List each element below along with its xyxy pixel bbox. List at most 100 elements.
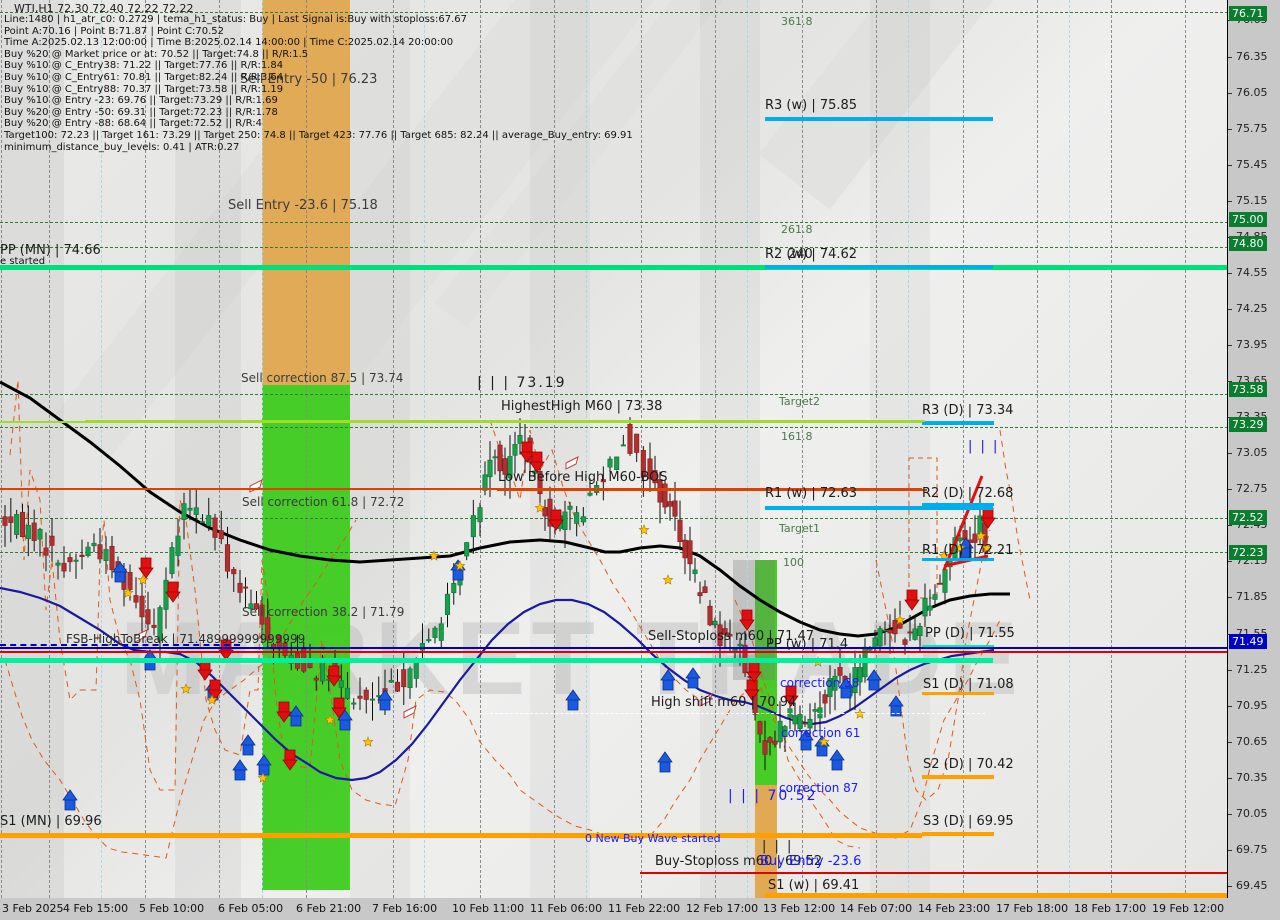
price-tick-label: 69.45 (1236, 878, 1268, 892)
vgrid (876, 0, 877, 898)
price-tick-label: 70.65 (1236, 734, 1268, 748)
info-line: Point A:70.16 | Point B:71.87 | Point C:… (4, 25, 224, 37)
label-r1-w: R1 (w) | 72.63 (765, 486, 858, 501)
info-line: Buy %20 @ Entry -50: 69.31 || Target:72.… (4, 106, 278, 118)
price-tick-label: 75.75 (1236, 121, 1268, 135)
price-tick-mark (1228, 813, 1232, 815)
vgrid (586, 0, 587, 898)
price-tick-label: 70.35 (1236, 770, 1268, 784)
price-tick-label: 71.85 (1236, 590, 1268, 604)
price-axis[interactable]: 76.6576.3576.0575.7575.4575.1574.8574.55… (1227, 0, 1280, 898)
level-line-r3-d (922, 421, 994, 425)
time-tick-label: 6 Feb 21:00 (296, 902, 362, 915)
label-point-7319: | | | 73.19 (477, 375, 567, 391)
label-s1-mn: S1 (MN) | 69.96 (0, 814, 102, 829)
vgrid (424, 0, 425, 898)
price-tick-mark (1228, 92, 1232, 94)
level-line-low-before-high (497, 489, 927, 491)
info-line: Line:1480 | h1_atr_c0: 0.2729 | tema_h1_… (4, 14, 467, 25)
price-tick-mark (1228, 597, 1232, 599)
vgrid (393, 0, 394, 898)
time-tick-label: 4 Feb 15:00 (63, 902, 129, 915)
label-target2: Target2 (779, 395, 821, 408)
vgrid (219, 0, 220, 898)
label-s2-d: S2 (D) | 70.42 (923, 757, 1014, 772)
price-tick-mark (1228, 128, 1232, 130)
level-line-r2-w (765, 265, 993, 269)
time-tick-label: 11 Feb 06:00 (530, 902, 603, 915)
session-shade-1 (0, 0, 64, 898)
label-r3-w: R3 (w) | 75.85 (765, 98, 858, 113)
level-line-sell-stoploss (0, 651, 1228, 653)
level-line-high-shift-m60 (480, 713, 985, 714)
level-line-s1-w (765, 893, 1228, 898)
price-tag: 72.23 (1229, 544, 1267, 560)
vgrid (641, 0, 642, 898)
time-tick-label: 14 Feb 07:00 (840, 902, 913, 915)
label-fib-3618: 361.8 (781, 15, 813, 28)
price-tick-label: 75.45 (1236, 157, 1268, 171)
vgrid (1111, 0, 1112, 898)
info-line: Buy %10 @ C_Entry61: 70.81 || Target:82.… (4, 71, 284, 83)
level-line-bid (0, 647, 1228, 649)
time-tick-label: 5 Feb 10:00 (139, 902, 205, 915)
vgrid (101, 0, 102, 898)
price-tick-mark (1228, 200, 1232, 202)
vgrid (554, 0, 555, 898)
label-pp-w: PP (w) | 71.4 (766, 637, 849, 652)
label-buy-entry-236: Buy Entry -23.6 (760, 854, 862, 869)
price-tick-mark (1228, 489, 1232, 491)
label-highest-high: HighestHigh M60 | 73.38 (501, 399, 663, 414)
label-wave-started-left: e started (0, 256, 46, 267)
fib-gridline (0, 394, 1228, 395)
label-sell-entry-236: Sell Entry -23.6 | 75.18 (228, 198, 378, 213)
vgrid (306, 0, 307, 898)
vgrid (908, 0, 909, 898)
level-line-s1-d (922, 692, 994, 695)
time-tick-label: 19 Feb 12:00 (1152, 902, 1225, 915)
label-sell-corr-875: Sell correction 87.5 | 73.74 (241, 371, 404, 385)
label-high-shift-m60: High shift m60 | 70.94 (651, 695, 797, 710)
vgrid (1185, 0, 1186, 898)
time-tick-label: 6 Feb 05:00 (218, 902, 284, 915)
vgrid (145, 0, 146, 898)
time-tick-label: 13 Feb 12:00 (763, 902, 836, 915)
label-new-buy-wave: 0 New Buy Wave started (585, 832, 721, 845)
time-tick-label: 17 Feb 18:00 (996, 902, 1069, 915)
time-tick-label: 12 Feb 17:00 (686, 902, 759, 915)
session-shade-2 (175, 0, 241, 898)
fib-gridline (0, 427, 1228, 428)
vgrid (262, 0, 263, 898)
label-sell-entry-50: Sell Entry -50 | 76.23 (240, 72, 378, 87)
price-tick-mark (1228, 885, 1232, 887)
fib-gridline (0, 247, 1228, 248)
price-tick-mark (1228, 345, 1232, 346)
vgrid (1069, 0, 1070, 898)
price-tick-label: 71.25 (1236, 662, 1268, 676)
time-tick-label: 18 Feb 17:00 (1074, 902, 1147, 915)
chart-plot-area[interactable]: MARKET TRADE (0, 0, 1229, 899)
info-line: Buy %10 @ Entry -23: 69.76 || Target:73.… (4, 95, 278, 107)
price-tag: 71.49 (1229, 633, 1267, 649)
label-fib-100: 100 (783, 556, 804, 569)
label-correction-38: correction 38 (780, 676, 860, 690)
time-axis[interactable]: 3 Feb 2025 4 Feb 15:00 5 Feb 10:00 6 Feb 05… (0, 898, 1280, 920)
price-tick-label: 74.25 (1236, 301, 1268, 315)
label-r2-d: R2 (D) | 72.68 (922, 486, 1014, 501)
info-line: Target100: 72.23 || Target 161: 73.29 ||… (4, 129, 633, 141)
label-r1-d: R1 (D) | 72.21 (922, 543, 1014, 558)
label-r3-d: R3 (D) | 73.34 (922, 403, 1014, 418)
level-line-highest-high-m60 (85, 420, 925, 422)
time-tick-label: 7 Feb 16:00 (372, 902, 438, 915)
price-tag: 73.29 (1229, 417, 1267, 433)
level-line-pp-w (0, 658, 993, 663)
label-buy-stoploss: Buy-Stoploss m60 | 69.52 (655, 854, 823, 869)
level-line-r1-w-blue (765, 506, 993, 510)
label-sell-stoploss: Sell-Stoploss m60 | 71.47 (648, 629, 815, 644)
level-line-fsb-left (0, 644, 240, 646)
price-tick-label: 76.05 (1236, 85, 1268, 99)
price-tick-mark (1228, 56, 1232, 58)
vgrid (802, 0, 803, 898)
session-shade-4 (530, 0, 590, 898)
price-tag: 75.00 (1229, 211, 1267, 227)
